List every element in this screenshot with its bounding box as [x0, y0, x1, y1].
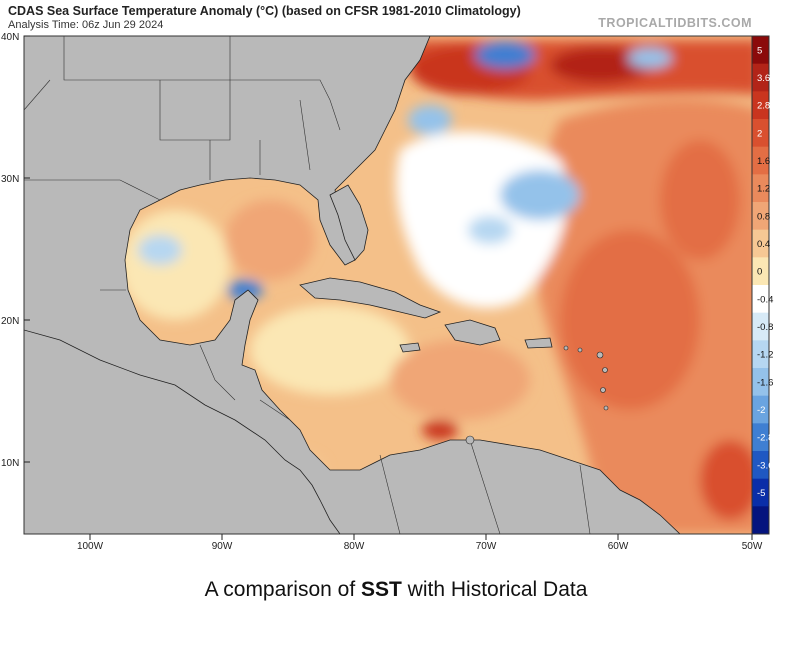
legend-tick-label: 5	[757, 45, 762, 56]
legend-tick-label: 1.6	[757, 156, 770, 167]
lon-axis: 100W 90W 80W 70W 60W 50W	[77, 534, 763, 552]
lat-axis: 40N 30N 20N 10N	[1, 32, 30, 469]
legend-tick-label: -2.8	[757, 433, 773, 444]
legend-tick-label: -3.6	[757, 460, 773, 471]
legend-border	[751, 35, 770, 535]
legend-swatch	[752, 119, 769, 148]
legend-swatch	[752, 174, 769, 203]
land	[24, 36, 681, 534]
legend-tick-label: 0.4	[757, 239, 770, 250]
map-area	[24, 36, 752, 534]
lon-label-80w: 80W	[344, 541, 365, 552]
legend-swatch	[752, 63, 769, 92]
legend-tick-label: -1.2	[757, 350, 773, 361]
lon-label-70w: 70W	[476, 541, 497, 552]
legend-swatch	[752, 478, 769, 507]
legend-swatch	[752, 36, 769, 65]
legend-tick-label: -0.8	[757, 322, 773, 333]
sst-anomaly-map: 40N 30N 20N 10N 100W 90W 80W 70W 60W 50W…	[1, 32, 773, 552]
legend-swatch	[752, 312, 769, 341]
lon-label-60w: 60W	[608, 541, 629, 552]
lat-label-40n: 40N	[1, 32, 19, 43]
legend-tick-label: 0	[757, 267, 762, 278]
legend-tick-label: 0.8	[757, 211, 770, 222]
lon-label-90w: 90W	[212, 541, 233, 552]
analysis-time: Analysis Time: 06z Jun 29 2024	[8, 19, 164, 31]
legend-tick-label: -1.6	[757, 377, 773, 388]
legend-tick-label: -0.4	[757, 294, 773, 305]
lat-label-10n: 10N	[1, 458, 19, 469]
anomaly-field	[24, 40, 752, 534]
legend-swatch	[752, 229, 769, 258]
brand-watermark: TROPICALTIDBITS.COM	[598, 16, 752, 30]
legend-swatch	[752, 202, 769, 231]
legend-swatch	[752, 423, 769, 452]
caption-bold: SST	[361, 578, 402, 601]
legend-swatch	[752, 91, 769, 120]
map-title: CDAS Sea Surface Temperature Anomaly (°C…	[8, 4, 521, 18]
legend-swatch	[752, 285, 769, 314]
islands	[465, 345, 609, 445]
caption-prefix: A comparison of	[204, 578, 361, 601]
legend-swatch	[752, 506, 769, 535]
borders	[24, 36, 591, 534]
legend-tick-label: -5	[757, 488, 765, 499]
legend-swatch	[752, 257, 769, 286]
color-legend: 5 3.6 2.8 2 1.6 1.2 0.8 0.4 0 -0.4 -0.8 -1.2 -1.6 -2 -…	[751, 35, 773, 535]
figure-caption: A comparison of SST with Historical Data	[0, 578, 792, 602]
legend-tick-label: -2	[757, 405, 765, 416]
legend-tick-label: 2	[757, 128, 762, 139]
lon-label-50w: 50W	[742, 541, 763, 552]
legend-swatch	[752, 340, 769, 369]
legend-swatch	[752, 368, 769, 397]
legend-tick-label: 3.6	[757, 73, 770, 84]
legend-tick-label: 2.8	[757, 101, 770, 112]
lat-label-30n: 30N	[1, 174, 19, 185]
lat-label-20n: 20N	[1, 316, 19, 327]
caption-suffix: with Historical Data	[401, 578, 588, 601]
legend-swatch	[752, 395, 769, 424]
legend-tick-label: 1.2	[757, 184, 770, 195]
legend-swatch	[752, 451, 769, 480]
lon-label-100w: 100W	[77, 541, 104, 552]
legend-swatch	[752, 146, 769, 175]
